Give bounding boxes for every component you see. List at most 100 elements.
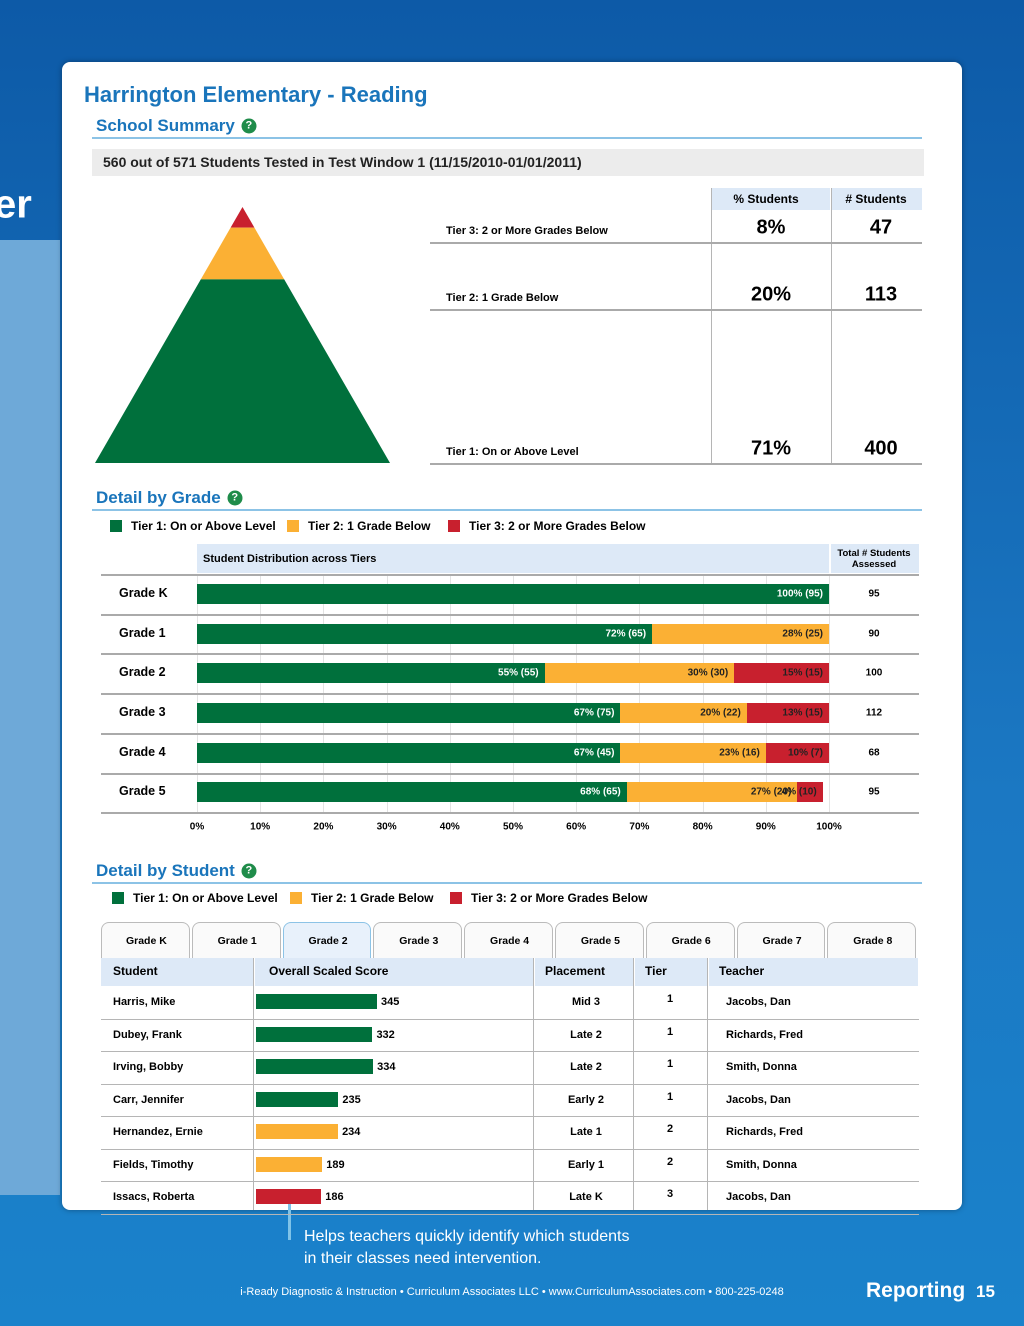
column-header-cell[interactable]	[255, 958, 533, 986]
tab[interactable]	[191, 922, 281, 958]
column-header: Placement	[545, 964, 606, 978]
bar-segment	[197, 583, 829, 604]
teacher: Jacobs, Dan	[726, 996, 791, 1009]
tab[interactable]	[827, 922, 917, 958]
tab[interactable]	[373, 922, 463, 958]
column-header: Tier	[645, 964, 667, 978]
bar-segment	[197, 663, 545, 684]
tested-bar	[92, 149, 924, 176]
x-tick-label: 50%	[502, 821, 524, 833]
col-header	[832, 188, 922, 210]
legend-label: Tier 1: On or Above Level	[131, 519, 276, 533]
bar-segment	[197, 623, 653, 644]
tab-label: Grade K	[125, 935, 167, 947]
tier: 1	[666, 1090, 674, 1103]
bar-segment	[734, 663, 829, 684]
section-heading: School Summary	[96, 116, 235, 135]
col-divider	[711, 188, 712, 463]
teacher: Jacobs, Dan	[726, 1191, 791, 1204]
tier-label: Tier 3: 2 or More Grades Below	[446, 225, 608, 237]
bar-label: 67% (45)	[573, 747, 615, 759]
tab[interactable]	[464, 922, 553, 958]
tab[interactable]	[736, 922, 826, 958]
column-header-cell[interactable]	[709, 958, 918, 986]
x-tick-label: 0%	[189, 821, 205, 833]
bar-label: 30% (30)	[687, 667, 729, 679]
legend-label: Tier 2: 1 Grade Below	[308, 519, 431, 533]
score-label: 235	[342, 1093, 361, 1106]
legend-label: Tier 3: 2 or More Grades Below	[469, 519, 646, 533]
bar-label: 55% (55)	[498, 667, 539, 679]
bar-segment	[626, 782, 798, 803]
score-bar	[256, 1026, 373, 1042]
legend-label: Tier 1: On or Above Level	[133, 891, 278, 905]
tab[interactable]	[645, 922, 735, 958]
placement: Late 2	[570, 1028, 602, 1041]
row-line	[101, 1051, 919, 1052]
column-header-cell[interactable]	[535, 958, 633, 986]
tier-percent: 20%	[750, 283, 792, 306]
bar-label: 13% (15)	[782, 707, 823, 719]
teacher: Richards, Fred	[726, 1028, 804, 1041]
help-icon: ?	[227, 490, 243, 506]
score-bar	[256, 1124, 339, 1140]
tier: 2	[666, 1155, 674, 1168]
row-line	[101, 1148, 919, 1150]
score-label: 186	[325, 1191, 344, 1204]
row-line	[430, 463, 922, 465]
x-tick-label: 100%	[816, 821, 842, 833]
row-line	[101, 1213, 919, 1215]
bar-label: 68% (65)	[580, 786, 621, 798]
callout-line	[288, 1195, 291, 1240]
placement: Late K	[569, 1191, 603, 1204]
tier-count: 400	[864, 437, 898, 460]
score-bar	[256, 1156, 323, 1172]
bar-label: 72% (65)	[605, 628, 647, 640]
placement: Early 1	[567, 1158, 605, 1171]
section-heading: Detail by Grade	[96, 488, 221, 507]
row-line	[101, 1083, 919, 1085]
total-value: 100	[865, 667, 883, 679]
bar-label: 28% (25)	[782, 628, 823, 640]
tab-label: Grade 4	[490, 935, 530, 947]
category-label: Grade 4	[119, 744, 166, 759]
bar-label: 20% (22)	[700, 707, 741, 719]
column-header-cell[interactable]	[635, 958, 707, 986]
tier: 2	[666, 1123, 674, 1136]
bar-label: 15% (15)	[782, 667, 823, 679]
section-underline	[92, 882, 922, 884]
tier-label: Tier 2: 1 Grade Below	[446, 292, 559, 304]
legend-swatch	[110, 520, 122, 532]
section-name: Reporting	[866, 1279, 966, 1302]
section-underline	[92, 137, 922, 139]
placement: Early 2	[567, 1093, 605, 1106]
category-label: Grade 1	[119, 625, 166, 640]
score-label: 189	[326, 1158, 345, 1171]
x-tick-label: 60%	[566, 821, 587, 833]
bar-label: 100% (95)	[776, 588, 823, 600]
legend-swatch	[290, 892, 302, 904]
bar-segment	[652, 623, 829, 644]
placement: Late 1	[570, 1126, 602, 1139]
col-divider	[831, 188, 832, 463]
score-bar	[256, 1189, 322, 1205]
row-line	[101, 812, 919, 815]
placement: Late 2	[570, 1061, 602, 1074]
axis-header: Student Distribution across Tiers	[203, 553, 377, 565]
column-header-cell[interactable]	[101, 958, 253, 986]
tab[interactable]	[101, 922, 190, 958]
tab[interactable]	[282, 922, 372, 958]
tab-label: Grade 1	[217, 935, 257, 947]
tab[interactable]	[555, 922, 644, 958]
total-value: 95	[868, 588, 880, 600]
row-line	[101, 574, 919, 576]
student-name: Carr, Jennifer	[113, 1093, 184, 1106]
legend-swatch	[448, 520, 460, 532]
score-label: 334	[377, 1061, 396, 1074]
x-tick-label: 30%	[376, 821, 397, 833]
student-name: Hernandez, Ernie	[113, 1126, 203, 1139]
bar-segment	[620, 702, 747, 723]
score-bar	[256, 1059, 374, 1075]
teacher: Jacobs, Dan	[726, 1093, 791, 1106]
